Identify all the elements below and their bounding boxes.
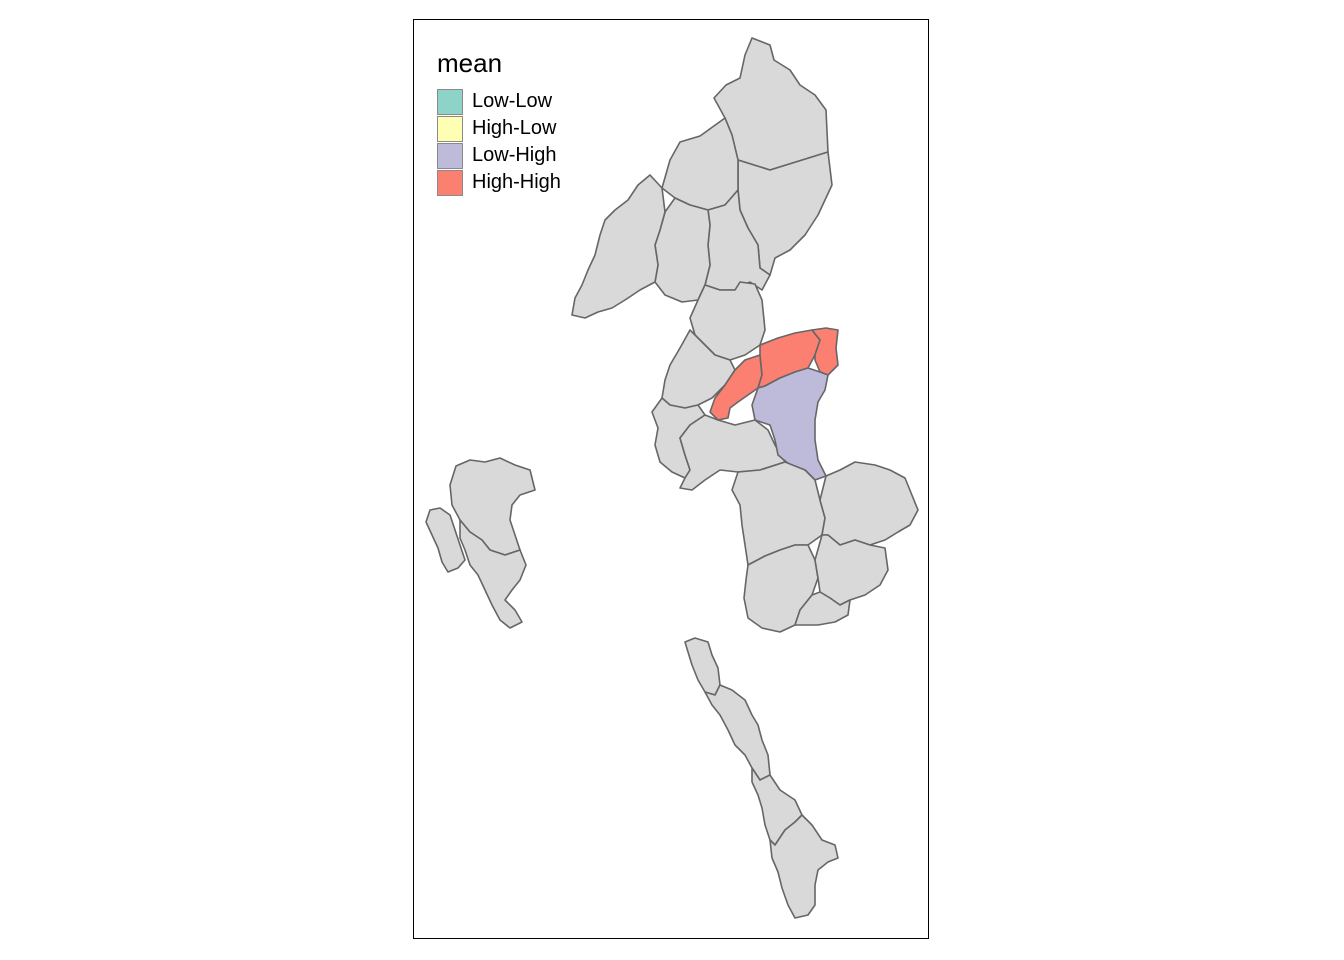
legend-title: mean [437, 48, 503, 78]
legend-swatch-high-high [437, 169, 463, 196]
legend-label: High-Low [472, 117, 557, 139]
legend-swatch-low-high [437, 142, 463, 169]
legend-label: High-High [472, 171, 561, 193]
region-east-1[interactable] [731, 461, 826, 566]
region-island-3[interactable] [459, 519, 527, 629]
legend: mean Low-Low High-Low Low-High High-High [437, 46, 561, 196]
region-west-arm[interactable] [571, 174, 666, 319]
region-east-4[interactable] [814, 534, 889, 606]
legend-swatch-low-low [437, 88, 463, 115]
legend-swatch-high-low [437, 115, 463, 142]
legend-item-high-high: High-High [437, 169, 561, 196]
legend-item-high-low: High-Low [437, 115, 561, 142]
legend-item-low-low: Low-Low [437, 88, 561, 115]
region-island-2[interactable] [425, 507, 466, 573]
region-east-5[interactable] [794, 591, 851, 626]
region-south-4[interactable] [769, 814, 839, 919]
region-central-west-1[interactable] [661, 329, 736, 409]
region-north-3[interactable] [661, 117, 739, 211]
region-hotspot-3[interactable] [811, 327, 839, 376]
legend-label: Low-Low [472, 90, 553, 112]
legend-item-low-high: Low-High [437, 142, 561, 169]
region-north-5[interactable] [654, 197, 711, 303]
legend-label: Low-High [472, 144, 557, 166]
region-south-2[interactable] [704, 684, 771, 781]
region-south-1[interactable] [684, 637, 721, 696]
region-east-2[interactable] [819, 461, 919, 546]
region-lowhigh-1[interactable] [751, 367, 829, 481]
